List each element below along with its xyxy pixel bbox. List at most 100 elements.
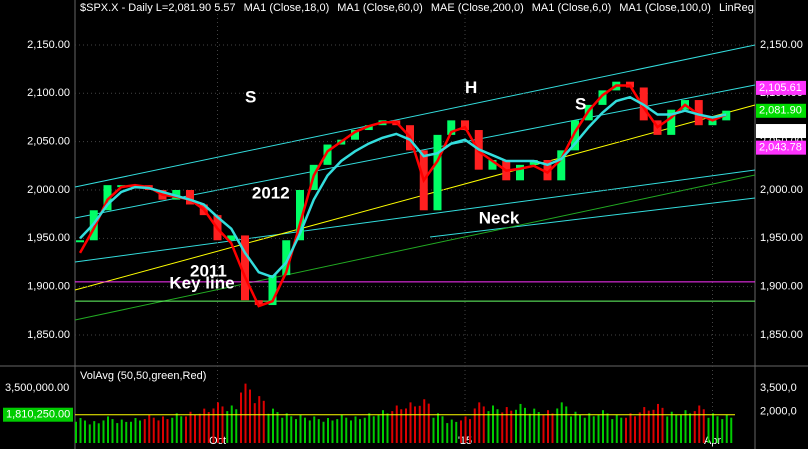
volume-bar [492,405,494,443]
volume-bar [308,420,311,443]
volume-bar [152,417,155,443]
volume-bar [427,403,430,443]
volume-bar [666,416,669,443]
price-tag-label: 2,060.97 [759,125,802,137]
volume-bar [615,414,618,443]
volume-bar [460,420,462,443]
volume-bar [313,416,316,443]
volume-bar [166,419,169,443]
annotation: 2012 [252,183,290,202]
volume-bar [446,423,449,443]
volume-bar [675,414,678,443]
volume-bar [487,411,490,443]
y-tick-label-right: 1,900.00 [760,281,803,293]
volume-bar [336,419,339,443]
volume-bar [143,419,146,443]
volume-bar [382,410,384,443]
y-tick-label: 1,850.00 [27,329,70,341]
y-tick-label-right: 2,000.00 [760,184,803,196]
trendline [74,44,756,188]
volume-bar [570,416,572,443]
volume-bar [634,416,636,443]
candle [76,240,84,243]
volume-bar [400,409,403,443]
candle [488,160,497,170]
volume-bar [327,418,329,443]
volume-average-tag [3,407,73,422]
volume-bar [712,413,714,443]
volume-bar [322,421,325,443]
volume-bar [372,416,375,443]
volume-bar [510,410,513,443]
candle [694,100,703,126]
volume-bar [620,417,623,443]
volume-bar [157,420,160,443]
volume-bar [716,416,719,443]
volume-bar [97,423,100,443]
volume-bar [134,418,137,443]
volume-bar [359,419,361,443]
annotation: Key line [169,273,234,292]
volume-bar [249,389,251,443]
volume-bar [496,409,499,443]
volume-bar [267,413,270,443]
candle [364,125,373,131]
price-tag [756,140,806,155]
volume-bar [304,417,306,443]
volume-bar [707,417,710,443]
volume-bar [139,420,141,443]
volume-bar [194,414,196,443]
volume-bar [88,424,91,443]
volume-bar [175,413,178,443]
volume-bar [391,411,394,443]
volume-bar [638,412,641,443]
volume-bar [363,417,366,443]
volume-bar [217,402,219,443]
volume-bar [588,413,591,443]
price-tag [756,80,806,95]
price-tag-label: 2,043.78 [759,142,802,154]
candle [351,130,359,140]
volume-bar [93,421,96,443]
volume-bar [533,408,536,443]
header-text: MA1 (Close,60,0) [337,2,423,14]
volume-title: VolAvg (50,50,green,Red) [80,370,206,382]
volume-bar [725,414,728,443]
candle [186,189,194,205]
volume-bar [482,406,485,443]
price-tag-label: 2,105.61 [759,82,802,94]
volume-bar [730,417,733,443]
y-tick-label-right: 1,950.00 [760,232,803,244]
volume-bar [551,413,554,443]
volume-bar [579,414,581,443]
header-text: LinReg [719,2,754,14]
volume-bar [652,409,655,443]
volume-bar [75,421,77,443]
volume-bar [148,414,151,443]
volume-bar [84,420,86,443]
volume-bar [547,410,549,443]
candle [282,240,291,276]
header-text: MA1 (Close,100,0) [619,2,711,14]
volume-bar [350,420,352,443]
volume-bar [244,383,247,443]
annotation: S [575,94,586,113]
volume-bar [130,421,132,443]
trendline [74,174,756,321]
candle [571,120,579,151]
volume-bar [111,419,114,443]
volume-bar [395,405,398,443]
candle [227,235,236,241]
volume-bar [565,406,568,443]
volume-bar [212,408,215,443]
annotation: H [465,78,477,97]
volume-bar [414,406,416,443]
volume-bar [560,402,563,443]
volume-bar [606,413,609,443]
volume-bar [432,417,435,443]
volume-bar [629,413,632,443]
volume-tick-right: 3,500,0 [760,382,797,394]
volume-bar [473,408,476,443]
volume-bar [437,413,439,443]
